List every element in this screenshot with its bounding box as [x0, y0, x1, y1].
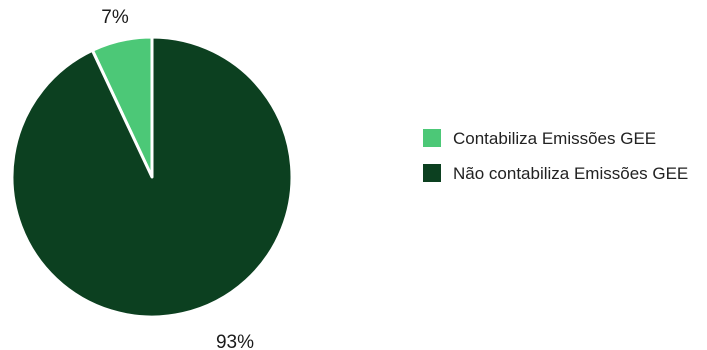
pie-slices: [10, 35, 294, 319]
legend: Contabiliza Emissões GEE Não contabiliza…: [423, 129, 688, 183]
legend-swatch-contabiliza: [423, 129, 441, 147]
data-label-contabiliza: 7%: [101, 7, 129, 28]
legend-label-contabiliza: Contabiliza Emissões GEE: [453, 129, 656, 148]
pie-slice-nao-contabiliza: [10, 35, 294, 319]
data-label-nao-contabiliza: 93%: [216, 332, 254, 350]
legend-swatch-nao-contabiliza: [423, 164, 441, 182]
legend-label-nao-contabiliza: Não contabiliza Emissões GEE: [453, 164, 688, 183]
